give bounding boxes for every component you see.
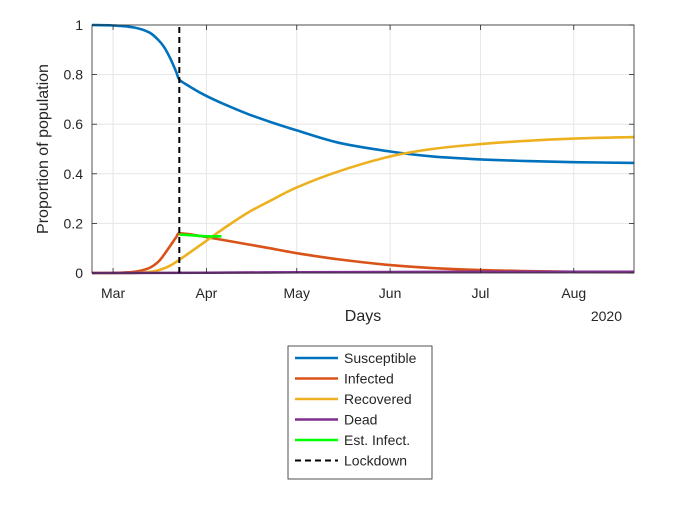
- plot-area: Mar Apr May Jun Jul Aug 0 0.2 0.4 0.6 0.8 1 2020 Days…: [35, 17, 635, 480]
- y-axis-label: Proportion of population: [35, 64, 52, 234]
- series-line-susceptible: [91, 23, 635, 165]
- y-tick-label: 0.8: [64, 67, 84, 83]
- legend-label-est-infect: Est. Infect.: [344, 432, 410, 448]
- series-line-recovered: [91, 135, 635, 275]
- x-tick-label: Jul: [471, 285, 489, 301]
- x-tick-label: Apr: [196, 285, 218, 301]
- legend-label-dead: Dead: [344, 412, 377, 428]
- legend-label-recovered: Recovered: [344, 391, 412, 407]
- x-year-label: 2020: [591, 308, 622, 324]
- y-tick-label: 0.4: [64, 166, 84, 182]
- y-tick-label: 0.2: [64, 215, 84, 231]
- x-tick-label: Jun: [379, 285, 402, 301]
- y-tick-label: 0.6: [64, 116, 84, 132]
- x-tick-label: Mar: [101, 285, 125, 301]
- legend-label-lockdown: Lockdown: [344, 453, 407, 469]
- legend-label-susceptible: Susceptible: [344, 350, 417, 366]
- y-tick-label: 0: [75, 265, 83, 281]
- x-axis-label: Days: [345, 308, 381, 325]
- y-tick-label: 1: [75, 17, 83, 33]
- legend-box: [287, 345, 433, 480]
- series-line-infected: [91, 231, 635, 275]
- series-line-est-infect: [179, 233, 222, 238]
- x-tick-label: Aug: [561, 285, 586, 301]
- legend-label-infected: Infected: [344, 371, 394, 387]
- axes-background: [92, 25, 634, 273]
- x-tick-label: May: [284, 285, 310, 301]
- axes-box: [91, 24, 635, 274]
